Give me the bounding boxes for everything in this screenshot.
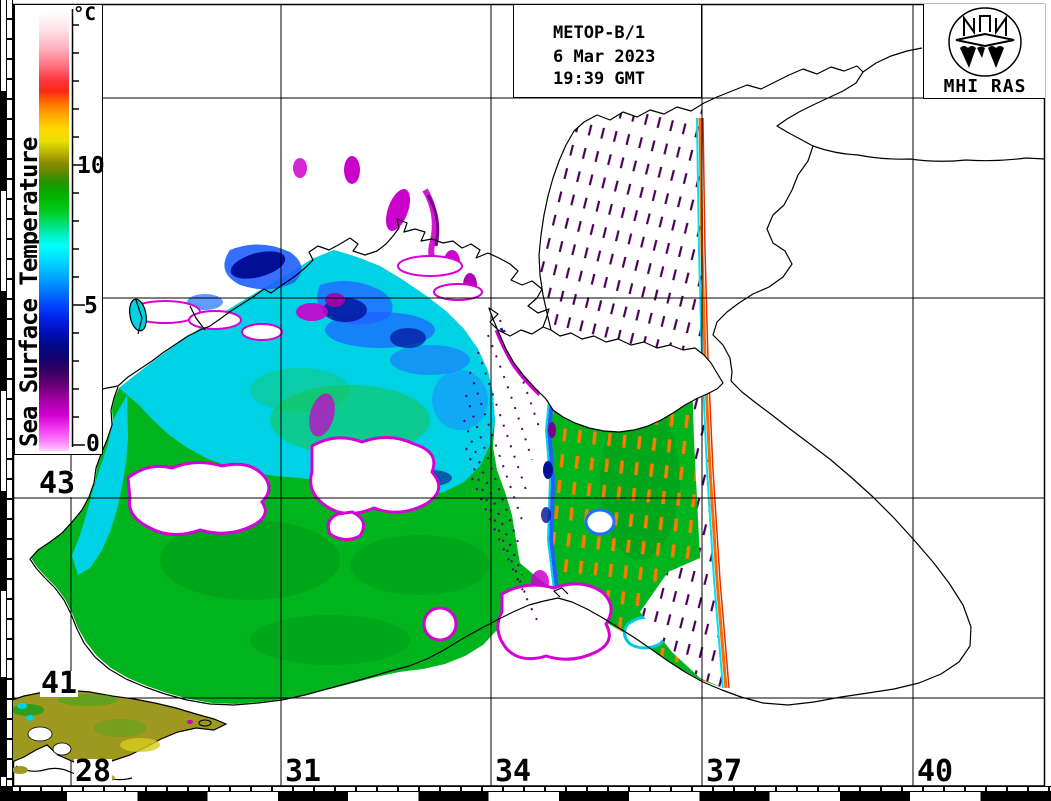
colorbar-tick-0: 0 — [86, 431, 100, 457]
latitude-label-43: 43 — [38, 466, 77, 501]
latitude-ruler-degree-band — [0, 0, 7, 786]
mhi-ras-logo-icon — [948, 7, 1022, 77]
coastlines — [12, 47, 1046, 781]
longitude-label-31: 31 — [284, 754, 323, 789]
colorbar-legend: Sea Surface Temperature °C 10 5 0 — [14, 3, 105, 457]
cloud-gaps — [126, 255, 668, 661]
colorbar-unit-label: °C — [73, 3, 96, 25]
scan-line-dots — [463, 319, 541, 623]
satellite-name: METOP-B/1 — [553, 23, 646, 43]
acquisition-time: 19:39 GMT — [553, 69, 646, 89]
longitude-label-40: 40 — [916, 754, 955, 789]
colorbar-ticks — [71, 9, 85, 447]
longitude-ruler-degree-band — [0, 792, 1051, 801]
acquisition-info-box: METOP-B/1 6 Mar 2023 19:39 GMT — [513, 4, 702, 98]
mhi-ras-label: MHI RAS — [943, 76, 1027, 97]
longitude-label-28: 28 — [74, 754, 113, 789]
latitude-ruler-fine-ticks — [6, 0, 13, 786]
land-marmara — [5, 689, 228, 782]
latitude-ruler — [0, 0, 13, 786]
ruler-corner-block — [0, 786, 13, 801]
longitude-label-37: 37 — [705, 754, 744, 789]
colorbar-tick-10: 10 — [77, 153, 105, 179]
longitude-ruler-fine-ticks — [0, 786, 1051, 792]
longitude-label-34: 34 — [494, 754, 533, 789]
mhi-ras-logo-box: MHI RAS — [923, 4, 1045, 99]
latitude-label-41: 41 — [40, 666, 79, 701]
colorbar-gradient — [39, 11, 69, 451]
colorbar-tick-5: 5 — [84, 293, 98, 319]
longitude-ruler — [0, 786, 1051, 801]
acquisition-date: 6 Mar 2023 — [553, 47, 656, 67]
